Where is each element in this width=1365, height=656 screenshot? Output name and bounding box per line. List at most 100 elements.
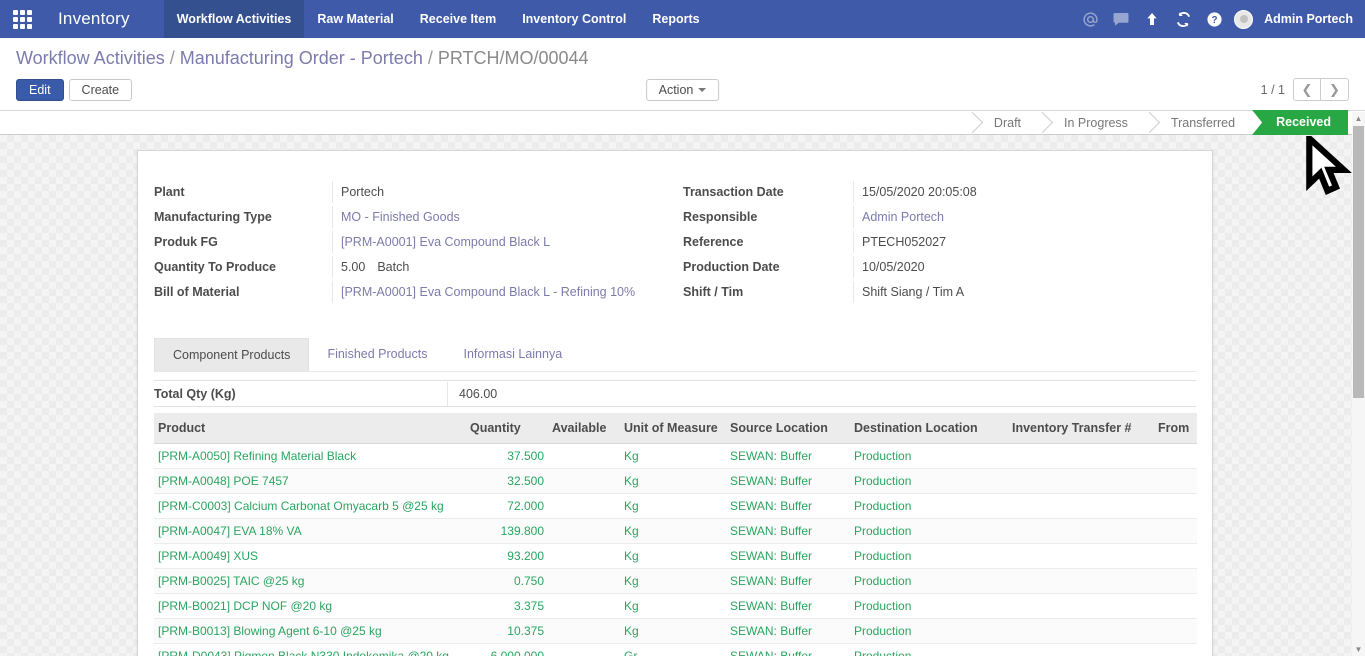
cell-inventory-transfer[interactable] (1008, 618, 1154, 644)
cell-from[interactable] (1154, 618, 1197, 644)
tab-informasi-lainnya[interactable]: Informasi Lainnya (463, 347, 563, 361)
cell-from[interactable] (1154, 493, 1197, 519)
cell-from[interactable] (1154, 543, 1197, 569)
cell-source-location[interactable]: SEWAN: Buffer (726, 468, 850, 494)
cell-product[interactable]: [PRM-C0003] Calcium Carbonat Omyacarb 5 … (154, 493, 466, 519)
header-inventory-transfer[interactable]: Inventory Transfer # (1008, 413, 1154, 444)
menu-workflow-activities[interactable]: Workflow Activities (163, 0, 305, 38)
cell-product[interactable]: [PRM-B0013] Blowing Agent 6-10 @25 kg (154, 618, 466, 644)
field-manufacturing-type-value[interactable]: MO - Finished Goods (332, 206, 675, 228)
cell-quantity[interactable]: 3.375 (466, 593, 548, 619)
cell-inventory-transfer[interactable] (1008, 518, 1154, 544)
cell-quantity[interactable]: 6.000.000 (466, 643, 548, 656)
menu-receive-item[interactable]: Receive Item (419, 12, 497, 26)
scrollbar-thumb[interactable] (1353, 126, 1364, 398)
header-destination-location[interactable]: Destination Location (850, 413, 1008, 444)
edit-button[interactable]: Edit (16, 78, 64, 101)
create-button[interactable]: Create (68, 78, 133, 101)
status-step-transferred[interactable]: Transferred (1170, 115, 1236, 130)
table-row[interactable]: [PRM-A0048] POE 7457 32.500 Kg SEWAN: Bu… (154, 468, 1197, 494)
cell-source-location[interactable]: SEWAN: Buffer (726, 643, 850, 656)
cell-unit-of-measure[interactable]: Kg (620, 568, 726, 594)
table-row[interactable]: [PRM-B0013] Blowing Agent 6-10 @25 kg 10… (154, 618, 1197, 644)
table-row[interactable]: [PRM-A0049] XUS 93.200 Kg SEWAN: Buffer … (154, 543, 1197, 569)
cell-unit-of-measure[interactable]: Kg (620, 518, 726, 544)
cell-quantity[interactable]: 10.375 (466, 618, 548, 644)
header-source-location[interactable]: Source Location (726, 413, 850, 444)
cell-destination-location[interactable]: Production (850, 643, 1008, 656)
cell-unit-of-measure[interactable]: Kg (620, 593, 726, 619)
pager-next-button[interactable]: ❯ (1321, 78, 1349, 101)
field-produk-fg-value[interactable]: [PRM-A0001] Eva Compound Black L (332, 231, 675, 253)
user-avatar[interactable] (1234, 9, 1254, 29)
cell-unit-of-measure[interactable]: Gr (620, 643, 726, 656)
cell-source-location[interactable]: SEWAN: Buffer (726, 493, 850, 519)
cell-destination-location[interactable]: Production (850, 518, 1008, 544)
cell-source-location[interactable]: SEWAN: Buffer (726, 618, 850, 644)
cell-unit-of-measure[interactable]: Kg (620, 468, 726, 494)
cell-product[interactable]: [PRM-A0049] XUS (154, 543, 466, 569)
header-unit-of-measure[interactable]: Unit of Measure (620, 413, 726, 444)
cell-destination-location[interactable]: Production (850, 593, 1008, 619)
cell-inventory-transfer[interactable] (1008, 643, 1154, 656)
cell-inventory-transfer[interactable] (1008, 593, 1154, 619)
cell-from[interactable] (1154, 468, 1197, 494)
cell-destination-location[interactable]: Production (850, 468, 1008, 494)
cell-destination-location[interactable]: Production (850, 618, 1008, 644)
status-step-received-active[interactable]: Received (1252, 110, 1348, 135)
field-responsible-value[interactable]: Admin Portech (853, 206, 1196, 228)
cell-product[interactable]: [PRM-A0047] EVA 18% VA (154, 518, 466, 544)
field-bill-of-material-value[interactable]: [PRM-A0001] Eva Compound Black L - Refin… (332, 281, 675, 303)
cell-destination-location[interactable]: Production (850, 543, 1008, 569)
at-icon[interactable] (1079, 8, 1101, 30)
action-dropdown-button[interactable]: Action (645, 78, 720, 101)
user-menu[interactable]: Admin Portech (1264, 12, 1353, 26)
cell-available[interactable] (548, 618, 620, 644)
breadcrumb-workflow-activities[interactable]: Workflow Activities (16, 48, 180, 68)
table-row[interactable]: [PRM-B0025] TAIC @25 kg 0.750 Kg SEWAN: … (154, 568, 1197, 594)
cell-quantity[interactable]: 37.500 (466, 443, 548, 469)
cell-product[interactable]: [PRM-B0025] TAIC @25 kg (154, 568, 466, 594)
refresh-icon[interactable] (1172, 8, 1194, 30)
cell-unit-of-measure[interactable]: Kg (620, 543, 726, 569)
app-brand[interactable]: Inventory (58, 9, 130, 28)
menu-inventory-control[interactable]: Inventory Control (522, 12, 627, 26)
table-row[interactable]: [PRM-C0003] Calcium Carbonat Omyacarb 5 … (154, 493, 1197, 519)
cell-product[interactable]: [PRM-D0043] Pigmen Black N330 Indokemika… (154, 643, 466, 656)
cell-available[interactable] (548, 543, 620, 569)
cell-source-location[interactable]: SEWAN: Buffer (726, 568, 850, 594)
cell-quantity[interactable]: 72.000 (466, 493, 548, 519)
breadcrumb-manufacturing-order[interactable]: Manufacturing Order - Portech (180, 48, 438, 68)
cell-inventory-transfer[interactable] (1008, 568, 1154, 594)
cell-destination-location[interactable]: Production (850, 568, 1008, 594)
cell-available[interactable] (548, 493, 620, 519)
cell-product[interactable]: [PRM-B0021] DCP NOF @20 kg (154, 593, 466, 619)
scroll-up-icon[interactable]: ▲ (1354, 114, 1363, 123)
scroll-down-icon[interactable]: ▼ (1354, 645, 1363, 654)
status-step-in-progress[interactable]: In Progress (1064, 115, 1128, 130)
chat-icon[interactable] (1110, 8, 1132, 30)
tab-finished-products[interactable]: Finished Products (327, 347, 428, 361)
cell-from[interactable] (1154, 593, 1197, 619)
cell-available[interactable] (548, 593, 620, 619)
cell-inventory-transfer[interactable] (1008, 443, 1154, 469)
cell-available[interactable] (548, 468, 620, 494)
cell-product[interactable]: [PRM-A0050] Refining Material Black (154, 443, 466, 469)
tab-component-products[interactable]: Component Products (154, 338, 310, 371)
cell-unit-of-measure[interactable]: Kg (620, 618, 726, 644)
cell-unit-of-measure[interactable]: Kg (620, 443, 726, 469)
cell-available[interactable] (548, 443, 620, 469)
status-step-draft[interactable]: Draft (993, 115, 1022, 130)
header-available[interactable]: Available (548, 413, 620, 444)
cell-source-location[interactable]: SEWAN: Buffer (726, 443, 850, 469)
cell-inventory-transfer[interactable] (1008, 543, 1154, 569)
cell-quantity[interactable]: 32.500 (466, 468, 548, 494)
cell-available[interactable] (548, 568, 620, 594)
cell-from[interactable] (1154, 443, 1197, 469)
cell-destination-location[interactable]: Production (850, 493, 1008, 519)
cell-source-location[interactable]: SEWAN: Buffer (726, 593, 850, 619)
table-row[interactable]: [PRM-B0021] DCP NOF @20 kg 3.375 Kg SEWA… (154, 593, 1197, 619)
table-row[interactable]: [PRM-A0047] EVA 18% VA 139.800 Kg SEWAN:… (154, 518, 1197, 544)
cell-source-location[interactable]: SEWAN: Buffer (726, 518, 850, 544)
pager-previous-button[interactable]: ❮ (1293, 78, 1321, 101)
